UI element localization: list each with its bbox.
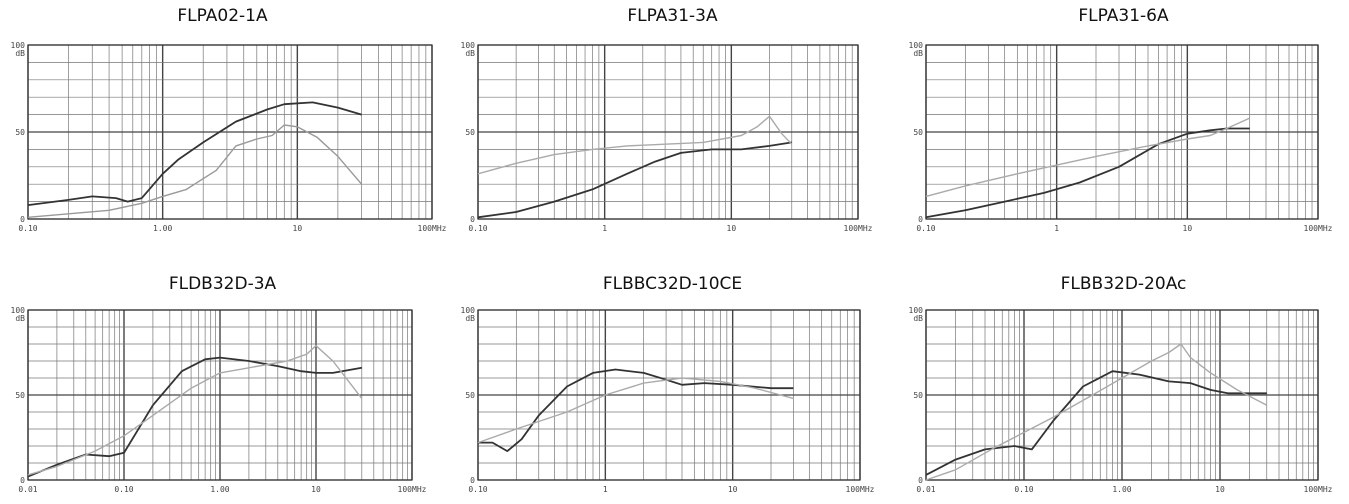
plot-border <box>27 44 433 220</box>
x-tick-label: 1 <box>1054 224 1059 233</box>
series-line-1 <box>27 124 363 218</box>
y-tick-label: 0 <box>470 476 475 485</box>
series-line-1 <box>477 377 794 444</box>
y-unit-label: dB <box>15 49 25 58</box>
plot-border <box>477 44 859 220</box>
x-tick-label: 0.10 <box>114 485 133 494</box>
series-line-0 <box>925 127 1250 219</box>
x-tick-label: 0.10 <box>468 485 487 494</box>
y-tick-label: 100 <box>461 41 476 50</box>
y-tick-label: 100 <box>11 41 26 50</box>
y-unit-label: dB <box>913 314 923 323</box>
y-tick-label: 50 <box>913 128 923 137</box>
chart-title: FLPA31-6A <box>1078 6 1169 26</box>
y-tick-label: 100 <box>909 306 924 315</box>
plot-border <box>477 309 861 481</box>
x-tick-label: 1 <box>603 485 608 494</box>
x-tick-label: 100MHz <box>1304 485 1333 494</box>
x-tick-label: 10 <box>311 485 321 494</box>
x-tick-label: 1.00 <box>1112 485 1131 494</box>
x-tick-label: 0.10 <box>1014 485 1033 494</box>
x-tick-label: 1.00 <box>210 485 229 494</box>
chart-title: FLBB32D-20Ac <box>1060 274 1187 294</box>
chart-title: FLPA31-3A <box>627 6 718 26</box>
y-tick-label: 0 <box>20 476 25 485</box>
chart-panel-fldb32d-3a: FLDB32D-3A 0 50 100 dB 0.01 0.10 1.00 10 100MHz <box>0 254 445 504</box>
x-tick-label: 100MHz <box>1304 224 1333 233</box>
y-tick-label: 100 <box>909 41 924 50</box>
chart-panel-flbbc32d-10ce: FLBBC32D-10CE 0 50 100 dB 0.10 1 10 100MHz <box>450 254 895 504</box>
series-line-0 <box>477 141 792 219</box>
y-tick-label: 0 <box>918 476 923 485</box>
x-tick-label: 100MHz <box>418 224 447 233</box>
y-tick-label: 100 <box>11 306 26 315</box>
x-tick-label: 1.00 <box>153 224 172 233</box>
x-tick-label: 0.01 <box>18 485 37 494</box>
y-unit-label: dB <box>15 314 25 323</box>
y-tick-label: 0 <box>20 215 25 224</box>
series-line-1 <box>477 115 793 175</box>
x-tick-label: 100MHz <box>844 224 873 233</box>
x-tick-label: 10 <box>728 485 738 494</box>
y-tick-label: 100 <box>461 306 476 315</box>
x-tick-label: 10 <box>293 224 303 233</box>
series-line-0 <box>27 101 362 206</box>
x-tick-label: 0.10 <box>18 224 37 233</box>
y-unit-label: dB <box>465 49 475 58</box>
series-line-0 <box>478 368 794 453</box>
x-tick-label: 10 <box>1215 485 1225 494</box>
y-tick-label: 50 <box>15 391 25 400</box>
y-tick-label: 0 <box>918 215 923 224</box>
y-unit-label: dB <box>913 49 923 58</box>
chart-title: FLDB32D-3A <box>168 274 277 294</box>
series-line-1 <box>27 344 363 476</box>
x-tick-label: 0.10 <box>916 224 935 233</box>
series-line-0 <box>925 370 1267 476</box>
x-tick-label: 100MHz <box>846 485 875 494</box>
chart-panel-flbb32d-20ac: FLBB32D-20Ac 0 50 100 dB 0.01 0.10 1.00 10 100MH… <box>898 254 1349 504</box>
y-tick-label: 50 <box>913 391 923 400</box>
x-tick-label: 1 <box>602 224 607 233</box>
chart-title: FLBBC32D-10CE <box>602 274 743 294</box>
chart-title: FLPA02-1A <box>177 6 268 26</box>
x-tick-label: 10 <box>1183 224 1193 233</box>
y-tick-label: 0 <box>470 215 475 224</box>
plot-border <box>27 309 413 481</box>
series-line-1 <box>925 343 1268 481</box>
plot-border <box>925 309 1319 481</box>
chart-panel-flpa31-6a: FLPA31-6A 0 50 100 dB 0.10 1 10 100MHz <box>898 0 1349 252</box>
series-line-0 <box>27 356 362 478</box>
chart-panel-flpa31-3a: FLPA31-3A 0 50 100 dB 0.10 1 10 100MHz <box>450 0 895 252</box>
chart-panel-flpa02-1a: FLPA02-1A 0 50 100 dB 0.10 1.00 10 100MHz <box>0 0 447 252</box>
x-tick-label: 10 <box>727 224 737 233</box>
x-tick-label: 0.10 <box>468 224 487 233</box>
y-tick-label: 50 <box>465 391 475 400</box>
y-unit-label: dB <box>465 314 475 323</box>
y-tick-label: 50 <box>465 128 475 137</box>
y-tick-label: 50 <box>15 128 25 137</box>
plot-border <box>925 44 1319 220</box>
x-tick-label: 100MHz <box>398 485 427 494</box>
series-line-1 <box>925 117 1250 198</box>
x-tick-label: 0.01 <box>916 485 935 494</box>
